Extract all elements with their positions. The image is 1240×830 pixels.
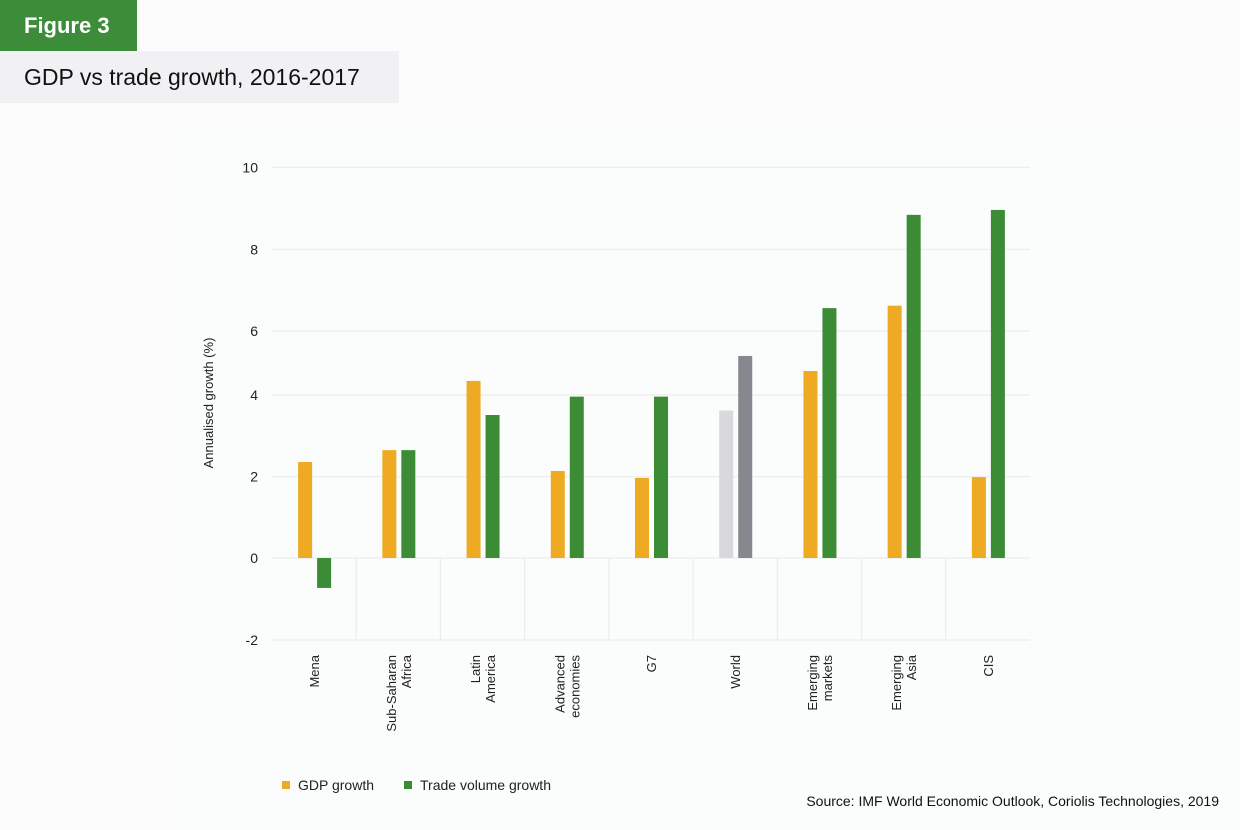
bar-trade-emerging-markets [822, 308, 837, 558]
bar-gdp-mena [298, 461, 313, 558]
y-tick-label: 8 [250, 241, 258, 257]
bar-gdp-latin-america [466, 380, 481, 558]
bar-trade-emerging-asia [906, 214, 921, 559]
x-tick-label: Sub-SaharanAfrica [384, 654, 414, 731]
bar-gdp-cis [971, 477, 986, 558]
x-tick-label: LatinAmerica [468, 654, 498, 702]
legend-swatch-trade [404, 781, 412, 789]
y-tick-label: 6 [250, 323, 258, 339]
y-tick-label: 0 [250, 550, 258, 566]
legend: GDP growth Trade volume growth [282, 777, 551, 793]
bar-trade-advanced-economies [569, 396, 584, 558]
bar-gdp-world [719, 410, 734, 558]
y-tick-label: 10 [242, 159, 258, 175]
x-tick-label: World [728, 655, 743, 689]
bar-trade-g7 [654, 396, 668, 558]
y-axis-ticks: -2 0 2 4 6 8 10 [242, 159, 258, 648]
bar-trade-mena [317, 558, 332, 588]
y-tick-label: -2 [246, 632, 259, 648]
bar-gdp-emerging-markets [803, 371, 818, 558]
legend-item-trade: Trade volume growth [404, 777, 551, 793]
bar-trade-sub-saharan-africa [401, 450, 416, 558]
x-tick-label: Emergingmarkets [805, 655, 835, 711]
y-tick-label: 4 [250, 387, 258, 403]
legend-swatch-gdp [282, 781, 290, 789]
legend-label-gdp: GDP growth [298, 777, 374, 793]
bar-gdp-emerging-asia [887, 305, 902, 558]
bar-gdp-g7 [635, 477, 649, 558]
legend-item-gdp: GDP growth [282, 777, 374, 793]
bar-gdp-sub-saharan-africa [382, 450, 397, 558]
bar-trade-cis [990, 209, 1005, 558]
chart-panel [180, 122, 1240, 830]
y-tick-label: 2 [250, 469, 258, 485]
y-axis-label: Annualised growth (%) [201, 338, 216, 469]
bars [298, 209, 1005, 588]
x-axis-labels: Mena Sub-SaharanAfrica LatinAmerica Advance… [307, 654, 996, 731]
bar-gdp-advanced-economies [550, 470, 565, 558]
bar-trade-world [738, 355, 753, 558]
x-tick-label: Advancedeconomies [552, 655, 582, 718]
bar-trade-latin-america [485, 415, 500, 558]
source-note: Source: IMF World Economic Outlook, Cori… [806, 793, 1219, 809]
figure-badge: Figure 3 [0, 0, 137, 51]
gridlines [272, 166, 1030, 641]
chart-title-text: GDP vs trade growth, 2016-2017 [24, 63, 360, 90]
x-tick-label: G7 [644, 655, 659, 672]
legend-label-trade: Trade volume growth [420, 777, 551, 793]
x-tick-label: EmergingAsia [889, 654, 919, 710]
x-tick-label: Mena [307, 654, 322, 687]
chart-title: GDP vs trade growth, 2016-2017 [0, 51, 399, 103]
x-tick-label: CIS [981, 655, 996, 677]
